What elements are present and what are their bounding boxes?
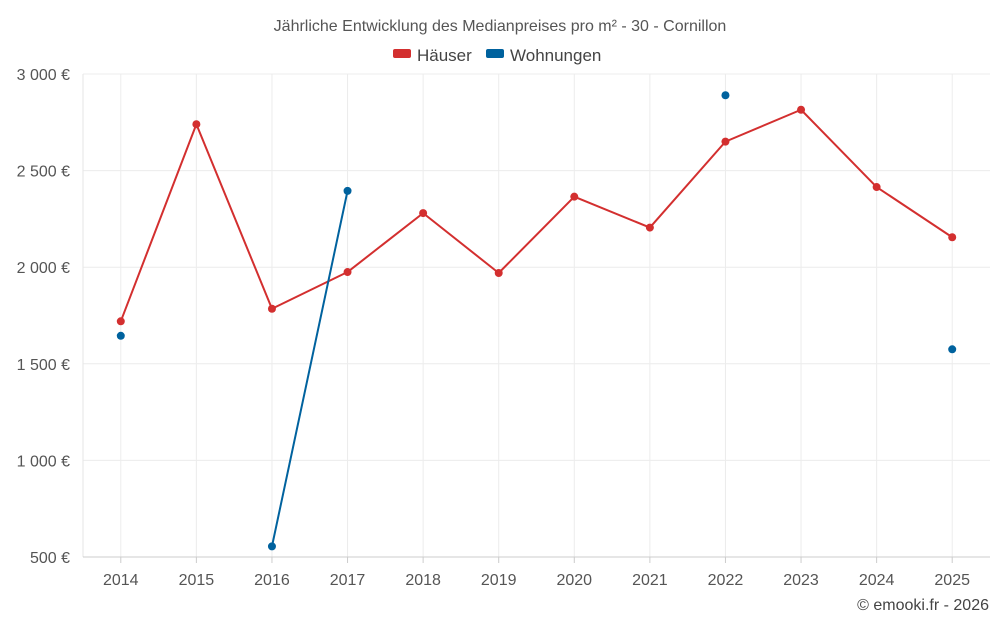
y-tick-label: 3 000 € bbox=[17, 67, 70, 84]
x-tick-label: 2018 bbox=[405, 572, 441, 589]
data-point-haeuser[interactable] bbox=[343, 268, 352, 277]
data-point-wohnungen[interactable] bbox=[948, 345, 957, 354]
data-point-haeuser[interactable] bbox=[192, 120, 201, 129]
credit-text: © emooki.fr - 2026 bbox=[857, 597, 989, 614]
data-point-haeuser[interactable] bbox=[116, 317, 125, 326]
y-tick-label: 2 000 € bbox=[17, 260, 70, 277]
series-line-haeuser bbox=[497, 195, 576, 274]
series-haeuser bbox=[116, 105, 957, 326]
x-tick-label: 2017 bbox=[330, 572, 366, 589]
x-tick-label: 2023 bbox=[783, 572, 819, 589]
data-point-haeuser[interactable] bbox=[570, 192, 579, 201]
x-tick-label: 2022 bbox=[708, 572, 744, 589]
data-point-haeuser[interactable] bbox=[797, 105, 806, 114]
series-layer bbox=[116, 91, 957, 551]
legend-swatch-wohnungen bbox=[486, 49, 504, 58]
y-tick-label: 1 500 € bbox=[17, 357, 70, 374]
data-point-haeuser[interactable] bbox=[419, 209, 428, 218]
data-point-haeuser[interactable] bbox=[267, 304, 276, 313]
grid bbox=[82, 73, 990, 557]
y-tick-label: 1 000 € bbox=[17, 453, 70, 470]
x-tick-label: 2020 bbox=[556, 572, 592, 589]
legend-swatch-haeuser bbox=[393, 49, 411, 58]
x-axis: 2014 2015 2016 2017 2018 2019 2020 2021 2022 2023… bbox=[83, 556, 990, 589]
legend-label-haeuser: Häuser bbox=[417, 46, 472, 65]
legend-item-wohnungen[interactable]: Wohnungen bbox=[486, 46, 601, 65]
series-line-haeuser bbox=[346, 212, 425, 274]
data-point-wohnungen[interactable] bbox=[116, 331, 125, 340]
legend-item-haeuser[interactable]: Häuser bbox=[393, 46, 472, 65]
y-axis: 500 € 1 000 € 1 500 € 2 000 € 2 500 € 3 000 € bbox=[17, 67, 70, 567]
series-line-haeuser bbox=[875, 186, 954, 239]
data-point-haeuser[interactable] bbox=[872, 183, 881, 192]
y-tick-label: 2 500 € bbox=[17, 164, 70, 181]
data-point-haeuser[interactable] bbox=[494, 268, 503, 277]
y-tick-label: 500 € bbox=[30, 550, 70, 567]
data-point-wohnungen[interactable] bbox=[721, 91, 730, 100]
series-line-haeuser bbox=[422, 212, 500, 274]
x-tick-label: 2021 bbox=[632, 572, 668, 589]
legend: Häuser Wohnungen bbox=[393, 46, 601, 65]
series-line-wohnungen bbox=[270, 189, 349, 548]
x-tick-label: 2015 bbox=[179, 572, 215, 589]
data-point-haeuser[interactable] bbox=[721, 137, 730, 146]
x-tick-label: 2016 bbox=[254, 572, 290, 589]
series-line-haeuser bbox=[800, 108, 878, 189]
data-point-haeuser[interactable] bbox=[948, 233, 957, 242]
series-wohnungen bbox=[116, 91, 957, 551]
x-tick-label: 2014 bbox=[103, 572, 139, 589]
x-tick-label: 2019 bbox=[481, 572, 517, 589]
series-line-haeuser bbox=[573, 195, 651, 229]
series-line-haeuser bbox=[270, 271, 349, 310]
data-point-haeuser[interactable] bbox=[645, 223, 654, 232]
data-point-wohnungen[interactable] bbox=[343, 186, 352, 195]
series-line-haeuser bbox=[195, 123, 273, 310]
data-point-wohnungen[interactable] bbox=[267, 542, 276, 551]
series-line-haeuser bbox=[119, 123, 198, 323]
legend-label-wohnungen: Wohnungen bbox=[510, 46, 601, 65]
chart-title: Jährliche Entwicklung des Medianpreises … bbox=[274, 18, 727, 35]
x-tick-label: 2025 bbox=[934, 572, 970, 589]
x-tick-label: 2024 bbox=[859, 572, 895, 589]
series-line-haeuser bbox=[648, 140, 727, 229]
series-line-haeuser bbox=[724, 108, 803, 143]
